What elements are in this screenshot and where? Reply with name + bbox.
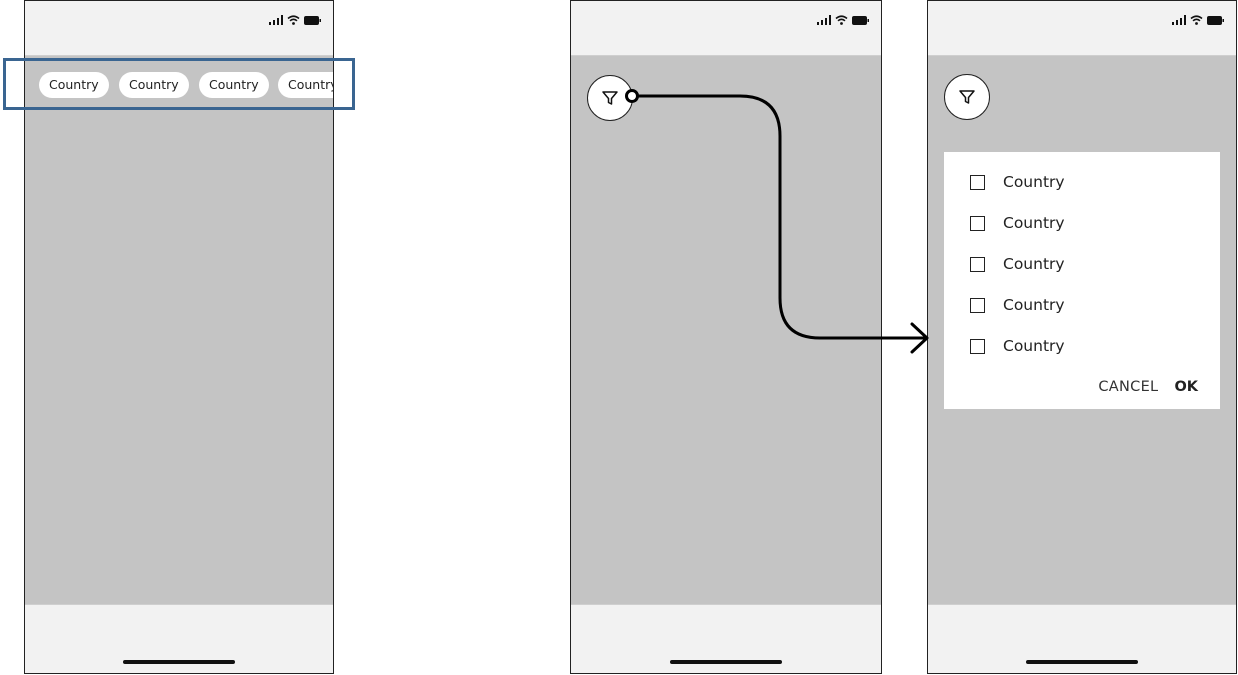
bottom-bar [571,604,881,673]
signal-icon [817,15,831,25]
filter-icon [602,91,618,105]
filter-icon [959,90,975,104]
country-checkbox[interactable] [970,256,985,272]
signal-icon [1172,15,1186,25]
country-chip[interactable]: Country [199,72,269,98]
phone-filter-screen [570,0,882,674]
phone-dialog-screen: Country Country Country Country Country … [927,0,1237,674]
status-icons [817,15,869,25]
country-checkbox[interactable] [970,174,985,190]
bottom-bar [928,604,1236,673]
country-chip[interactable]: Country [39,72,109,98]
country-option[interactable]: Country [970,214,1065,232]
status-bar [928,1,1236,56]
filter-button[interactable] [587,75,633,121]
battery-icon [1207,15,1224,25]
filter-button[interactable] [944,74,990,120]
status-bar [25,1,333,56]
country-option-label: Country [1003,173,1065,191]
country-checkbox[interactable] [970,215,985,231]
filter-dialog: Country Country Country Country Country … [944,152,1220,409]
bottom-bar [25,604,333,673]
country-option-label: Country [1003,255,1065,273]
country-checkbox[interactable] [970,297,985,313]
home-indicator[interactable] [123,660,235,664]
country-option-label: Country [1003,214,1065,232]
wifi-icon [1190,15,1203,25]
country-option-label: Country [1003,296,1065,314]
ok-button[interactable]: OK [1174,379,1198,395]
country-chip[interactable]: Country [119,72,189,98]
status-icons [1172,15,1224,25]
signal-icon [269,15,283,25]
dialog-actions: CANCEL OK [1098,379,1198,395]
wifi-icon [287,15,300,25]
home-indicator[interactable] [1026,660,1138,664]
country-option[interactable]: Country [970,296,1065,314]
cancel-button[interactable]: CANCEL [1098,379,1159,395]
status-icons [269,15,321,25]
battery-icon [304,15,321,25]
phone-chips-screen: Country Country Country Country [24,0,334,674]
country-checkbox[interactable] [970,338,985,354]
home-indicator[interactable] [670,660,782,664]
wifi-icon [835,15,848,25]
flow-arrowhead [910,322,929,354]
country-option[interactable]: Country [970,173,1065,191]
battery-icon [852,15,869,25]
country-option[interactable]: Country [970,255,1065,273]
country-option[interactable]: Country [970,337,1065,355]
country-option-label: Country [1003,337,1065,355]
country-chip[interactable]: Country [278,72,333,98]
status-bar [571,1,881,56]
chip-row-highlight [3,58,355,110]
